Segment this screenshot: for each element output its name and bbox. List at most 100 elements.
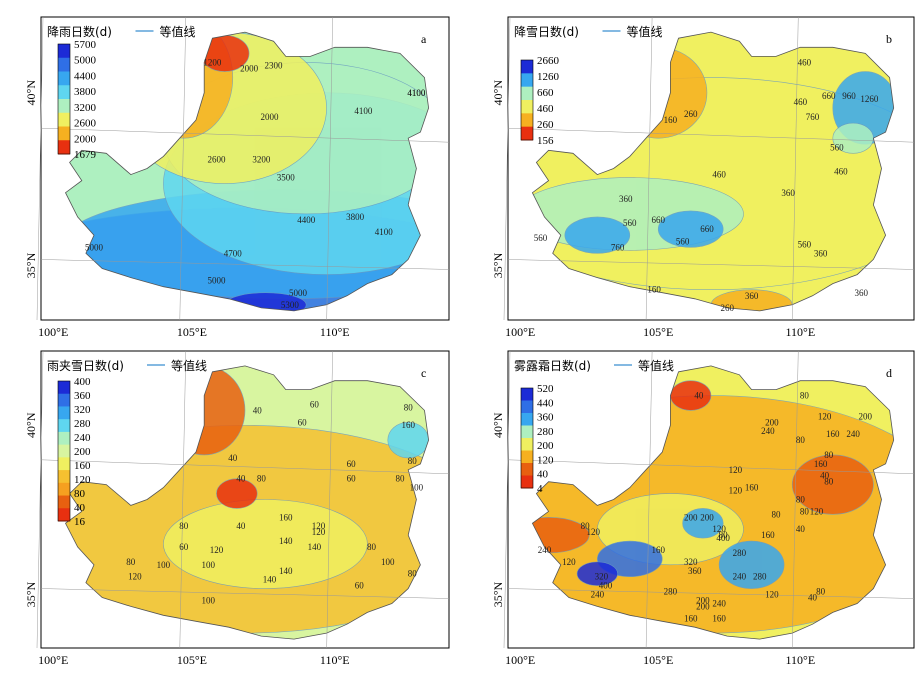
contour-label: 360 <box>814 248 828 258</box>
contour-label: 660 <box>700 224 714 234</box>
contour-label: 80 <box>796 494 806 504</box>
contour-label: 560 <box>676 236 690 246</box>
contour-label: 200 <box>696 595 710 605</box>
contour-label: 160 <box>651 545 665 555</box>
colorbar-tick: 4 <box>537 483 543 495</box>
contour-label: 4100 <box>407 88 426 98</box>
graticule-lat <box>507 259 915 270</box>
colorbar-tick: 440 <box>537 397 554 409</box>
contour-label: 400 <box>599 581 613 591</box>
colorbar-swatch <box>58 44 70 59</box>
y-tick-label: 35°N <box>491 581 505 607</box>
colorbar-tick: 240 <box>74 432 91 444</box>
contour-label: 80 <box>719 530 729 540</box>
x-tick-label: 100°E <box>505 325 535 339</box>
graticule-lon <box>645 16 653 321</box>
contour-label: 360 <box>688 566 702 576</box>
y-tick-label: 35°N <box>491 252 505 278</box>
contour-label: 80 <box>126 557 136 567</box>
graticule-lon <box>503 16 511 321</box>
x-tick-label: 100°E <box>38 325 68 339</box>
contour-label: 80 <box>367 542 377 552</box>
colorbar-swatch <box>521 388 533 401</box>
contour-label: 100 <box>410 483 424 493</box>
contour-label: 280 <box>753 572 767 582</box>
panel-letter: a <box>421 32 427 46</box>
colorbar-tick: 40 <box>537 469 549 481</box>
contour-label: 660 <box>651 215 665 225</box>
colorbar-swatch <box>521 73 533 88</box>
contour-label: 400 <box>716 533 730 543</box>
colorbar-swatch <box>58 99 70 114</box>
contour-label: 40 <box>236 521 246 531</box>
contour-label: 160 <box>279 512 293 522</box>
contour-label: 320 <box>595 572 609 582</box>
colorbar-swatch <box>58 444 70 458</box>
contour-label: 80 <box>796 435 806 445</box>
map-panel-a: 1200 2000 2300 2000 2600 3200 3500 4100 4100 4100… <box>24 16 450 339</box>
graticule-lon <box>792 16 799 321</box>
colorbar-swatch <box>521 450 533 464</box>
isoline-legend-label: 等值线 <box>627 24 663 39</box>
contour-label: 120 <box>818 411 832 421</box>
colorbar-tick: 200 <box>537 440 554 452</box>
contour-label: 140 <box>263 575 277 585</box>
panel-letter: c <box>421 366 426 380</box>
contour-label: 200 <box>696 601 710 611</box>
x-tick-label: 110°E <box>320 653 350 667</box>
contour-label: 4400 <box>297 215 316 225</box>
colorbar-tick: 460 <box>537 103 554 115</box>
panel-letter: d <box>886 366 892 380</box>
contour-label: 4700 <box>224 248 243 258</box>
contour-label: 280 <box>733 548 747 558</box>
contour-label: 260 <box>720 303 734 313</box>
contour-label: 160 <box>664 115 678 125</box>
graticule-lon <box>326 16 333 321</box>
contour-label: 560 <box>830 142 844 152</box>
panel-title: 雨夹雪日数(d) <box>47 358 124 373</box>
color-zone-2 <box>682 508 724 539</box>
colorbar-tick: 2000 <box>74 133 97 145</box>
colorbar-tick: 40 <box>74 502 86 514</box>
graticule-lon <box>179 350 187 649</box>
colorbar-swatch <box>58 126 70 141</box>
colorbar-swatch <box>58 140 70 155</box>
contour-label: 200 <box>859 411 873 421</box>
contour-label: 960 <box>842 91 856 101</box>
colorbar-swatch <box>58 85 70 100</box>
contour-label: 560 <box>798 239 812 249</box>
contour-label: 760 <box>806 112 820 122</box>
contour-label: 160 <box>684 613 698 623</box>
contour-label: 460 <box>712 170 726 180</box>
contour-label: 4100 <box>354 106 373 116</box>
colorbar-tick: 16 <box>74 516 86 528</box>
colorbar-tick: 5000 <box>74 55 97 67</box>
isoline-legend-label: 等值线 <box>638 358 674 373</box>
y-tick-label: 35°N <box>24 252 38 278</box>
contour-label: 5000 <box>207 276 226 286</box>
colorbar-swatch <box>58 431 70 446</box>
contour-label: 40 <box>253 405 263 415</box>
colorbar-tick: 360 <box>537 412 554 424</box>
y-tick-label: 40°N <box>491 80 505 106</box>
contour-label: 80 <box>408 456 418 466</box>
contour-label: 140 <box>279 536 293 546</box>
plateau-boundary <box>531 365 895 640</box>
contour-label: 40 <box>820 471 830 481</box>
contour-label: 160 <box>761 530 775 540</box>
colorbar-swatch <box>58 482 70 497</box>
contour-label: 80 <box>800 391 810 401</box>
contour-label: 240 <box>761 426 775 436</box>
contour-label: 460 <box>798 57 812 67</box>
contour-label: 120 <box>210 545 224 555</box>
contour-label: 160 <box>814 459 828 469</box>
plateau-fill <box>532 32 894 311</box>
contour-label: 160 <box>712 613 726 623</box>
graticule-lat <box>40 588 450 599</box>
contour-label: 2300 <box>265 61 284 71</box>
colorbar-tick: 360 <box>74 390 91 402</box>
colorbar-tick: 80 <box>74 488 86 500</box>
graticule-lat <box>507 127 915 143</box>
